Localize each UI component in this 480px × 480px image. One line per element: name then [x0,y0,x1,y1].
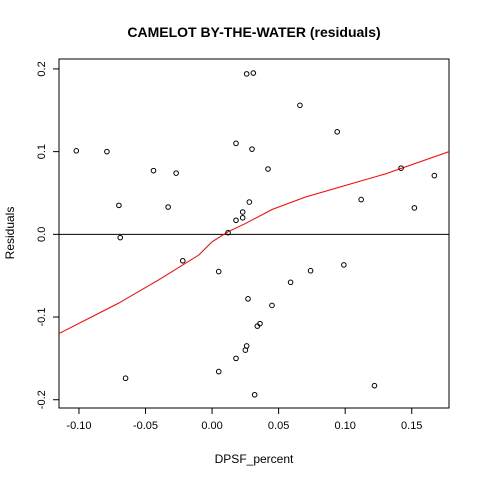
data-point [243,71,250,77]
data-point [225,229,231,236]
data-point [341,262,347,268]
x-axis-label: DPSF_percent [215,452,294,466]
data-point [334,128,340,135]
data-point [251,391,258,398]
data-point [371,382,378,389]
x-tick-label: -0.10 [66,420,91,432]
data-point [431,172,438,179]
data-point [257,320,263,327]
data-point [165,204,171,210]
data-point [150,167,157,174]
y-axis-label: Residuals [3,207,17,260]
data-point [297,102,303,109]
y-tick-label: 0.0 [36,227,48,242]
data-point [233,355,239,362]
trend-line [58,151,450,335]
plot-frame [58,58,450,409]
data-point [233,140,239,147]
y-tick-label: 0.2 [36,61,48,76]
data-point [179,257,186,264]
data-point [243,343,250,349]
y-tick-label: -0.1 [36,308,48,327]
data-point [239,214,246,221]
data-point [173,170,179,176]
data-point [398,165,404,171]
x-tick-label: 0.10 [334,420,355,432]
data-point [239,209,246,215]
data-point [117,234,124,241]
y-tick-label: 0.1 [36,144,48,159]
plot-area: -0.10 -0.05 0.00 0.05 0.10 0.15 -0.2 -0.1 0.0 0.1… [36,58,450,432]
data-point [122,375,129,382]
y-tick-label: -0.2 [36,390,48,409]
data-point [249,146,255,152]
x-tick-label: 0.15 [401,420,422,432]
data-point [246,199,253,205]
data-point [250,70,257,76]
data-point [215,268,222,275]
chart-title: CAMELOT BY-THE-WATER (residuals) [127,24,380,40]
x-tick-label: 0.00 [201,420,222,432]
data-point [116,202,122,209]
x-tick-label: 0.05 [268,420,289,432]
data-point [269,302,275,309]
data-point [215,368,222,375]
x-tick-label: -0.05 [133,420,158,432]
data-point [104,148,110,155]
data-point [287,279,294,286]
data-point [73,147,80,154]
data-point [245,296,251,302]
data-point [411,205,418,211]
data-point [307,267,314,274]
data-point [233,217,239,224]
data-point [358,196,364,203]
data-point [265,166,271,172]
